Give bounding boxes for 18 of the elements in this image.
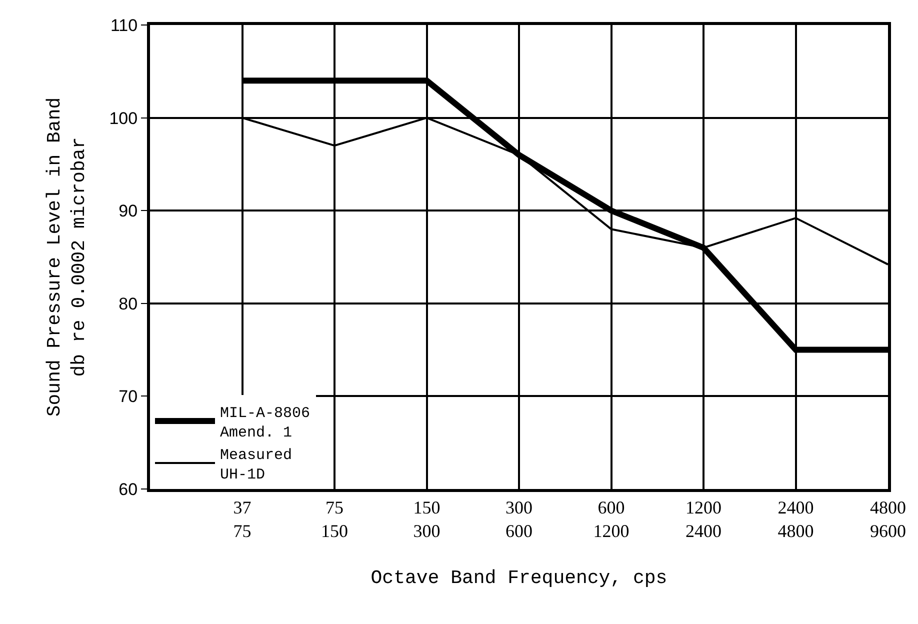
x-tick-label: 37 75 <box>233 498 252 541</box>
y-tick-label: 100 <box>109 108 138 128</box>
y-tick-label: 80 <box>118 294 138 314</box>
y-tick-label: 90 <box>118 202 138 221</box>
y-tick-label: 60 <box>118 480 138 499</box>
x-tick-label: 600 1200 <box>593 498 630 541</box>
y-axis-title: Sound Pressure Level in Band db re 0.0002 microbar <box>43 97 90 417</box>
x-axis-title: Octave Band Frequency, cps <box>370 566 668 589</box>
x-tick-label: 1200 2400 <box>686 498 722 541</box>
x-tick-label: 2400 4800 <box>778 498 814 541</box>
y-tick-label: 70 <box>118 387 138 406</box>
x-tick-label: 150 300 <box>413 498 440 541</box>
x-tick-label: 75 150 <box>321 498 348 541</box>
legend-label: MIL-A-8806 Amend. 1 <box>220 405 310 442</box>
x-tick-label: 4800 9600 <box>870 498 906 541</box>
legend-label: Measured UH-1D <box>220 447 292 484</box>
y-tick-label: 110 <box>110 16 138 35</box>
x-tick-label: 300 600 <box>506 498 532 541</box>
